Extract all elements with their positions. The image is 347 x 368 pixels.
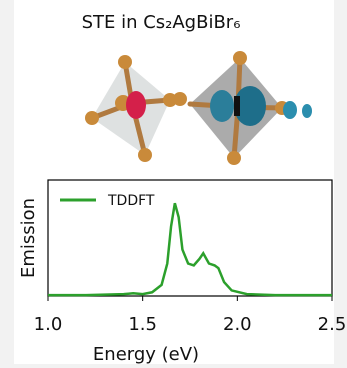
figure-bg [14,0,334,364]
x-tick-label: 2.5 [318,314,347,335]
chart-title: STE in Cs₂AgBiBr₆ [82,12,241,33]
legend-label: TDDFT [107,193,155,209]
x-axis-label: Energy (eV) [93,344,199,364]
y-axis-label: Emission [18,198,39,278]
x-tick-label: 2.0 [223,314,252,335]
figure: STE in Cs₂AgBiBr₆ Energy (eV) Emission 1… [0,0,347,364]
x-tick-label: 1.0 [34,314,63,335]
x-tick-label: 1.5 [128,314,157,335]
